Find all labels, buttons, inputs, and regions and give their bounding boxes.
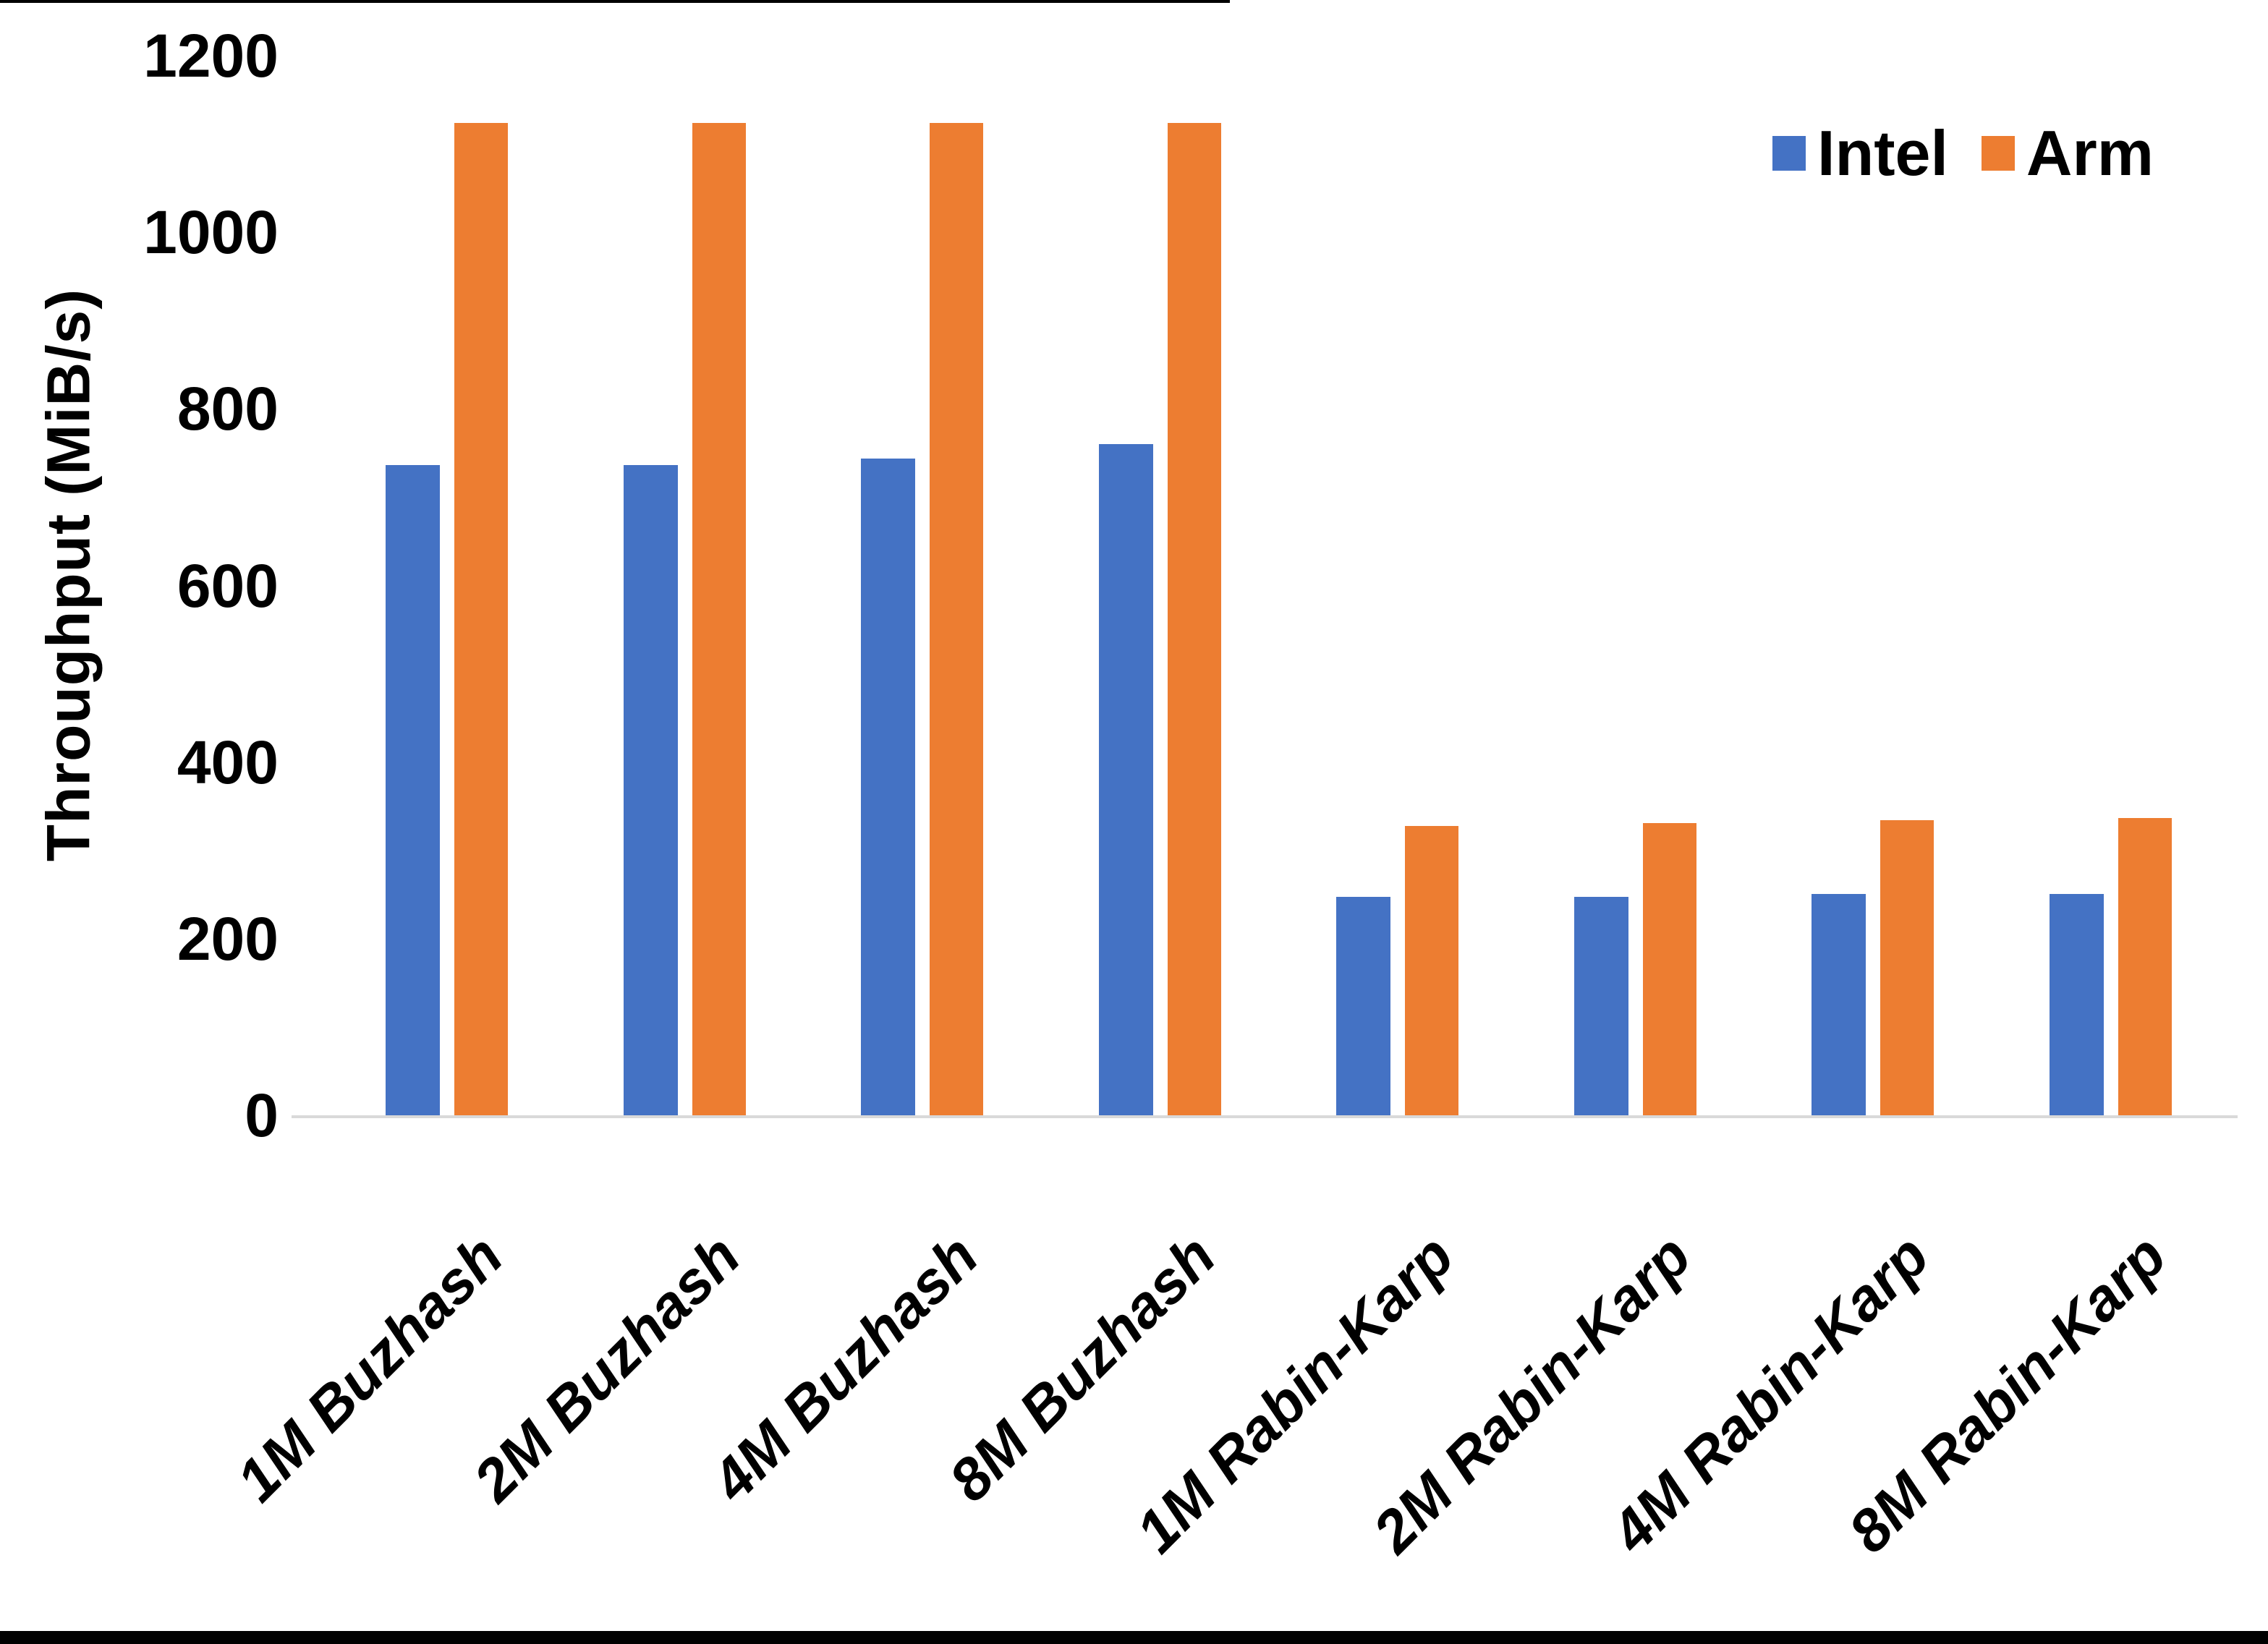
bar-intel-8m-rabin-karp [2049,893,2104,1115]
bar-intel-4m-buzhash [861,458,915,1115]
bar-intel-4m-rabin-karp [1812,893,1866,1115]
y-tick-label: 200 [177,904,279,973]
bar-arm-2m-buzhash [692,122,746,1115]
bar-arm-4m-rabin-karp [1880,820,1934,1115]
x-axis-line [292,1115,2238,1118]
y-tick-label: 1200 [143,22,279,90]
legend-item-intel: Intel [1772,122,1948,185]
y-tick-label: 0 [245,1081,279,1149]
y-tick-label: 600 [177,551,279,620]
y-tick-label: 400 [177,728,279,796]
legend-label-arm: Arm [2026,117,2154,189]
bar-intel-8m-buzhash [1098,444,1153,1115]
legend-swatch-intel [1772,136,1806,171]
bar-intel-2m-rabin-karp [1573,897,1628,1115]
y-tick-label: 800 [177,375,279,443]
bar-arm-8m-buzhash [1167,122,1221,1115]
top-border-line [0,0,1230,3]
y-tick-label: 1000 [143,198,279,267]
legend: Intel Arm [1772,122,2154,185]
bottom-border-bar [0,1631,2268,1644]
bar-arm-4m-buzhash [930,122,983,1115]
bar-arm-1m-buzhash [454,122,508,1115]
bar-arm-2m-rabin-karp [1642,822,1696,1115]
bar-intel-2m-buzhash [623,465,678,1115]
bar-intel-1m-rabin-karp [1336,897,1390,1115]
legend-label-intel: Intel [1817,117,1948,189]
legend-swatch-arm [1981,136,2015,171]
bar-arm-8m-rabin-karp [2118,817,2172,1115]
bar-intel-1m-buzhash [386,465,440,1115]
legend-item-arm: Arm [1981,117,2154,189]
bar-arm-1m-rabin-karp [1405,825,1458,1115]
